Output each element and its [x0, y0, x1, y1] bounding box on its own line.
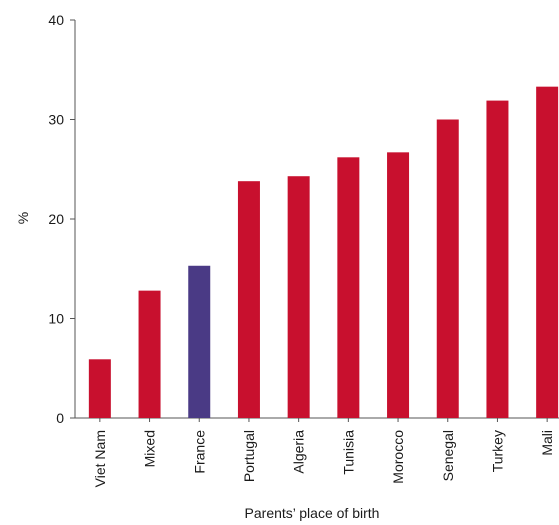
y-tick-label: 40: [48, 12, 64, 28]
y-axis-title: %: [15, 212, 31, 224]
x-tick-label: France: [191, 430, 207, 474]
x-tick-label: Portugal: [241, 430, 257, 482]
y-tick-labels: 0 10 20 30 40: [48, 12, 64, 426]
bar-viet-nam: [88, 359, 111, 418]
y-axis: [70, 19, 76, 419]
x-tick-label: Mali: [539, 430, 555, 456]
y-tick-label: 30: [48, 112, 64, 128]
bar-senegal: [436, 119, 459, 418]
bar-france: [188, 265, 211, 418]
x-tick-label: Viet Nam: [92, 430, 108, 487]
y-tick-label: 0: [56, 410, 64, 426]
x-tick-label: Tunisia: [340, 430, 356, 475]
x-tick-label: Turkey: [489, 430, 505, 472]
bar-portugal: [237, 181, 260, 418]
bar-turkey: [486, 100, 509, 418]
x-tick-labels: Viet Nam Mixed France Portugal Algeria Tunisi…: [92, 418, 555, 487]
bar-morocco: [387, 152, 410, 418]
y-tick-label: 10: [48, 311, 64, 327]
bar-tunisia: [337, 157, 360, 418]
bar-mali: [536, 86, 559, 418]
x-tick-label: Mixed: [142, 430, 158, 467]
x-axis-title: Parents’ place of birth: [245, 505, 380, 521]
bars: [88, 86, 559, 418]
bar-mixed: [138, 290, 161, 418]
x-tick-label: Morocco: [390, 430, 406, 484]
bar-algeria: [287, 176, 310, 418]
x-tick-label: Senegal: [440, 430, 456, 481]
y-tick-label: 20: [48, 211, 64, 227]
x-tick-label: Algeria: [291, 430, 307, 474]
